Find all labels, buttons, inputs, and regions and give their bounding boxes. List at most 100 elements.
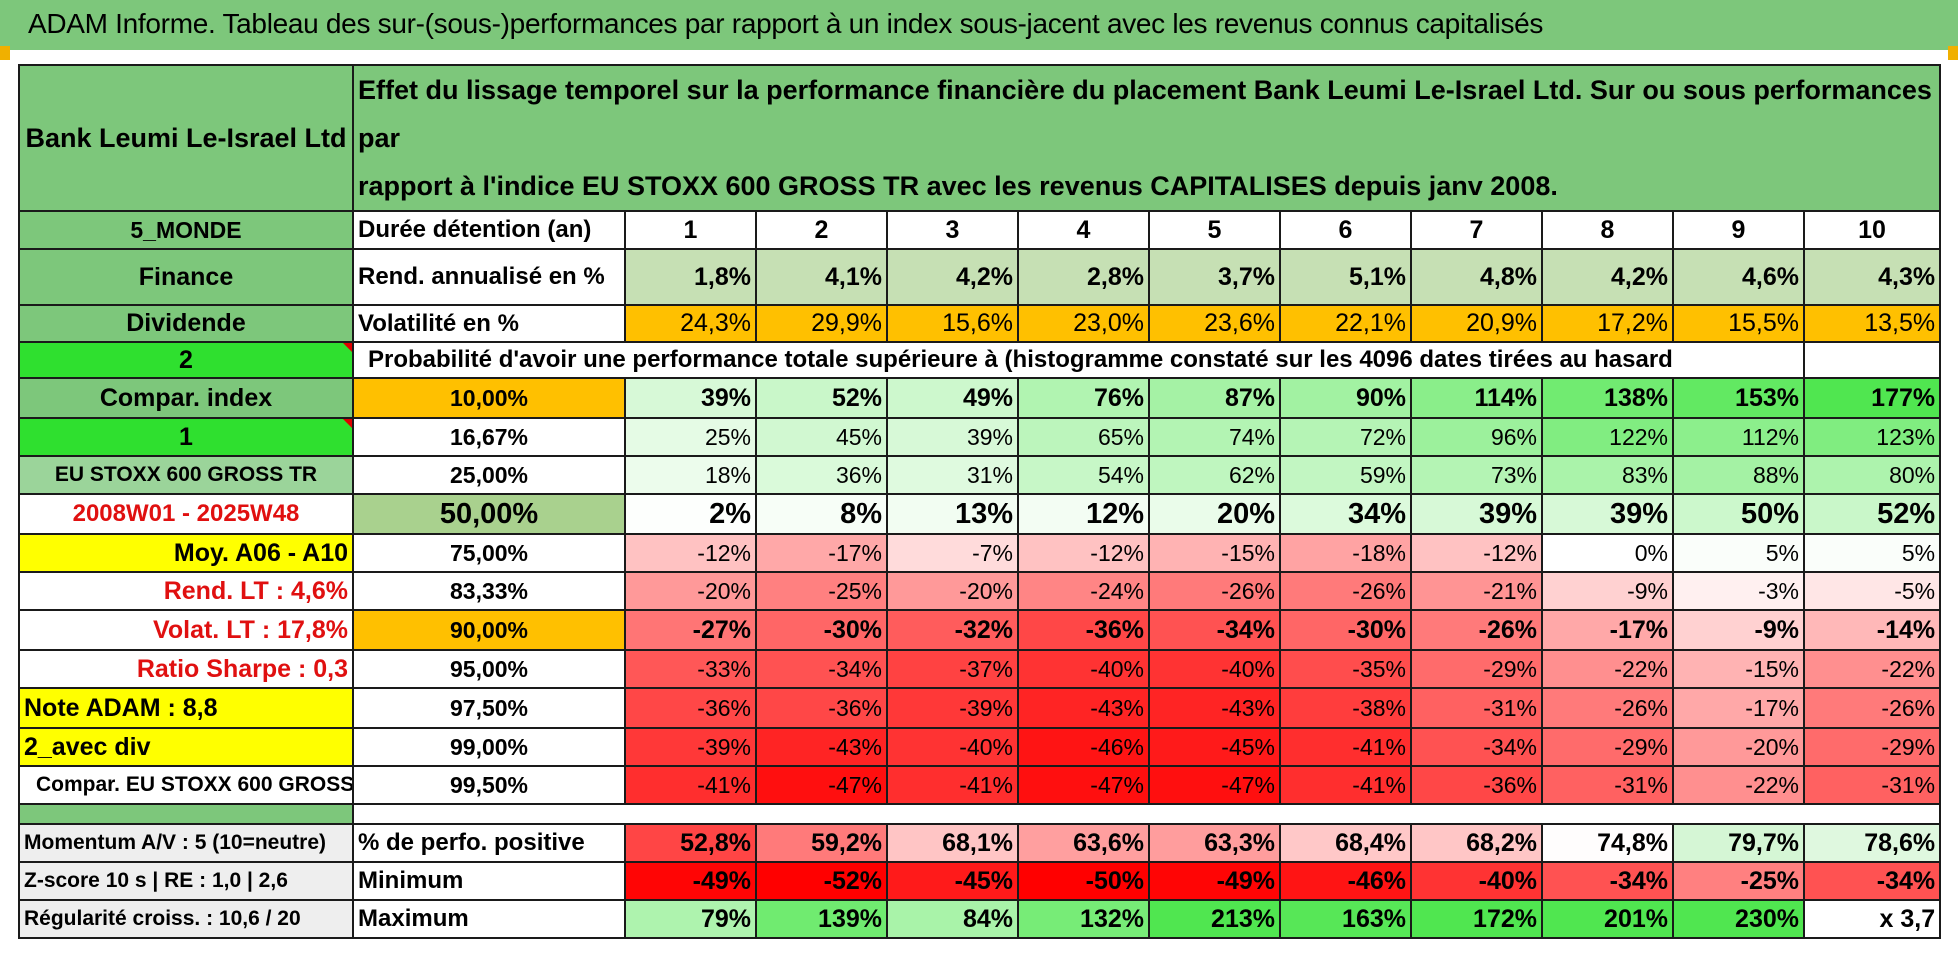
prob-value: 12% [1017, 493, 1150, 535]
prob-value: -15% [1672, 649, 1805, 689]
quantile-cell: 99,50% [352, 765, 626, 805]
maximum-value: 139% [755, 899, 888, 939]
prob-value: -37% [886, 649, 1019, 689]
prob-value: 39% [1541, 493, 1674, 535]
prob-row-9: 2_avec div 99,00% -39% -43% -40% -46% -45% -41… [18, 727, 1942, 767]
year-header: 1 [624, 210, 757, 250]
positive-value: 52,8% [624, 823, 757, 863]
prob-value: -25% [755, 571, 888, 611]
prob-value: -46% [1017, 727, 1150, 767]
rend-value: 4,6% [1672, 248, 1805, 306]
prob-value: 72% [1279, 417, 1412, 457]
prob-value: -31% [1802, 765, 1942, 805]
momentum-cell: Momentum A/V : 5 (10=neutre) [18, 823, 354, 863]
prob-row-3: 2008W01 - 2025W48 50,00% 2% 8% 13% 12% 20% 34%… [18, 493, 1942, 535]
quantile-cell: 10,00% [352, 377, 626, 419]
regularite-cell: Régularité croiss. : 10,6 / 20 [18, 899, 354, 939]
vol-value: 17,2% [1541, 304, 1674, 343]
prob-row-1: 1 16,67% 25% 45% 39% 65% 74% 72% 96% 122% 112% 123… [18, 417, 1942, 457]
note-cell: Note ADAM : 8,8 [18, 687, 354, 729]
prob-value: -26% [1279, 571, 1412, 611]
prob-value: 88% [1672, 455, 1805, 495]
minimum-value: -34% [1802, 861, 1942, 901]
prob-value: -17% [1541, 609, 1674, 651]
positive-value: 59,2% [755, 823, 888, 863]
quantile-cell: 90,00% [352, 609, 626, 651]
prob-row-2: EU STOXX 600 GROSS TR 25,00% 18% 36% 31% 54%… [18, 455, 1942, 495]
quantile-cell: 50,00% [352, 493, 626, 535]
rend-value: 4,2% [886, 248, 1019, 306]
prob-value: 83% [1541, 455, 1674, 495]
prob-value: 138% [1541, 377, 1674, 419]
proba-blank-2 [1802, 341, 1942, 379]
prob-value: -41% [1279, 765, 1412, 805]
prob-value: -22% [1672, 765, 1805, 805]
vol-row: Dividende Volatilité en % 24,3% 29,9% 15,6… [18, 304, 1942, 343]
minimum-label: Minimum [352, 861, 626, 901]
maximum-value: 213% [1148, 899, 1281, 939]
prob-value: 2% [624, 493, 757, 535]
prob-value: -26% [1410, 609, 1543, 651]
title-bar: ADAM Informe. Tableau des sur-(sous-)per… [0, 0, 1958, 52]
prob-value: -30% [755, 609, 888, 651]
prob-value: 0% [1541, 533, 1674, 573]
vol-value: 23,6% [1148, 304, 1281, 343]
rend-value: 1,8% [624, 248, 757, 306]
prob-value: 90% [1279, 377, 1412, 419]
prob-value: -27% [624, 609, 757, 651]
description: Effet du lissage temporel sur la perform… [351, 64, 1942, 212]
prob-value: -9% [1541, 571, 1674, 611]
spacer-white [351, 803, 1942, 825]
vol-value: 22,1% [1279, 304, 1412, 343]
prob-value: -43% [1148, 687, 1281, 729]
quantile-cell: 75,00% [352, 533, 626, 573]
vol-value: 15,5% [1672, 304, 1805, 343]
prob-value: 112% [1672, 417, 1805, 457]
prob-row-8: Note ADAM : 8,8 97,50% -36% -36% -39% -43% -4… [18, 687, 1942, 729]
prob-value: 96% [1410, 417, 1543, 457]
prob-value: -20% [886, 571, 1019, 611]
prob-value: -30% [1279, 609, 1412, 651]
prob-value: 50% [1672, 493, 1805, 535]
positive-value: 63,3% [1148, 823, 1281, 863]
prob-value: -3% [1672, 571, 1805, 611]
prob-value: 18% [624, 455, 757, 495]
positive-value: 68,1% [886, 823, 1019, 863]
year-header: 8 [1541, 210, 1674, 250]
maximum-value: 201% [1541, 899, 1674, 939]
quantile-cell: 25,00% [352, 455, 626, 495]
year-header: 5 [1148, 210, 1281, 250]
selector-2[interactable]: 1 [18, 417, 354, 457]
prob-value: 52% [755, 377, 888, 419]
prob-value: -39% [624, 727, 757, 767]
minimum-value: -45% [886, 861, 1019, 901]
prob-value: -29% [1410, 649, 1543, 689]
maximum-label: Maximum [352, 899, 626, 939]
prob-value: -22% [1802, 649, 1942, 689]
prob-value: 5% [1802, 533, 1942, 573]
minimum-value: -34% [1541, 861, 1674, 901]
prob-value: -39% [886, 687, 1019, 729]
quantile-cell: 95,00% [352, 649, 626, 689]
prob-value: -17% [755, 533, 888, 573]
index-name-cell: EU STOXX 600 GROSS TR [18, 455, 354, 495]
rend-value: 5,1% [1279, 248, 1412, 306]
prob-value: -20% [1672, 727, 1805, 767]
positive-value: 68,4% [1279, 823, 1412, 863]
prob-value: -35% [1279, 649, 1412, 689]
prob-value: -36% [1017, 609, 1150, 651]
vol-value: 23,0% [1017, 304, 1150, 343]
description-line-2: rapport à l'indice EU STOXX 600 GROSS TR… [358, 171, 1558, 201]
year-header: 2 [755, 210, 888, 250]
prob-value: -24% [1017, 571, 1150, 611]
prob-value: 52% [1802, 493, 1942, 535]
prob-value: -36% [624, 687, 757, 729]
positive-value: 68,2% [1410, 823, 1543, 863]
spacer-row [18, 803, 1942, 825]
positive-row: Momentum A/V : 5 (10=neutre) % de perfo.… [18, 823, 1942, 863]
selector-1[interactable]: 2 [18, 341, 354, 379]
prob-value: -5% [1802, 571, 1942, 611]
prob-value: 114% [1410, 377, 1543, 419]
quantile-cell: 16,67% [352, 417, 626, 457]
prob-value: -34% [755, 649, 888, 689]
